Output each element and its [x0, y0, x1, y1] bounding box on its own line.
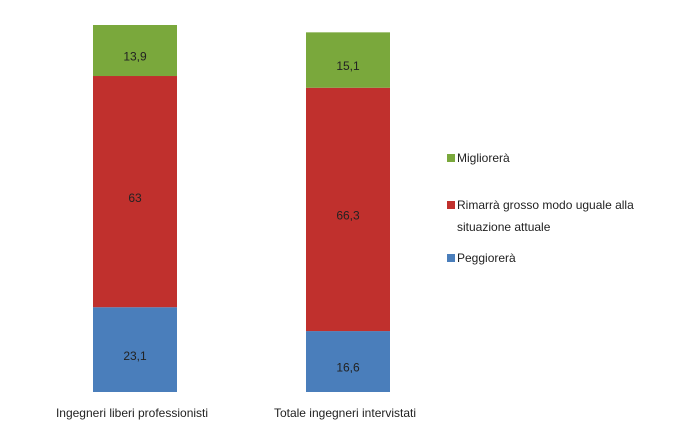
legend-label: Rimarrà grosso modo uguale alla situazio…: [457, 198, 634, 234]
legend-item: Peggiorerà: [447, 247, 675, 269]
legend-label: Peggiorerà: [457, 251, 516, 265]
legend-swatch: [447, 254, 455, 262]
bar-segment: [93, 25, 177, 77]
legend-swatch: [447, 154, 455, 162]
bar-segment: [306, 32, 390, 88]
legend-swatch: [447, 201, 455, 209]
legend-item: Rimarrà grosso modo uguale alla situazio…: [447, 194, 675, 238]
value-label: 23,1: [123, 349, 147, 363]
value-label: 15,1: [336, 59, 360, 73]
bar-segment: [306, 87, 390, 332]
value-label: 63: [128, 191, 142, 205]
bar-segment: [93, 307, 177, 392]
bar-segment: [306, 331, 390, 392]
x-tick-label: Ingegneri liberi professionisti: [56, 406, 208, 420]
bar-segment: [93, 76, 177, 308]
value-label: 13,9: [123, 50, 147, 64]
value-label: 66,3: [336, 209, 360, 223]
legend-label: Migliorerà: [457, 151, 510, 165]
legend-item: Migliorerà: [447, 147, 675, 169]
value-label: 16,6: [336, 361, 360, 375]
x-tick-label: Totale ingegneri intervistati: [274, 406, 416, 420]
